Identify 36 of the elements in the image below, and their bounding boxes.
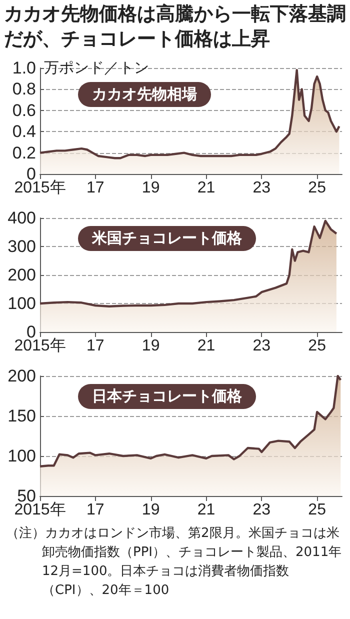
x-tick-label: 25 — [308, 338, 326, 354]
y-tick-label: 100 — [8, 294, 36, 313]
x-tick-label: 17 — [86, 180, 104, 196]
y-tick-label: 400 — [8, 208, 36, 228]
y-tick-label: 100 — [8, 446, 36, 466]
y-axis-title: 万ポンド／トン — [44, 60, 149, 76]
y-tick-label: 0.8 — [12, 80, 36, 99]
y-tick-label: 300 — [8, 237, 36, 256]
y-tick-label: 200 — [8, 266, 36, 284]
y-tick-label: 0.4 — [12, 122, 36, 142]
text: カカオ先物相場 — [92, 86, 197, 103]
x-tick-label: 25 — [308, 180, 326, 196]
x-tick-label: 21 — [197, 180, 216, 196]
y-tick-label: 1.0 — [12, 58, 36, 78]
text: 日本チョコレート価格 — [92, 388, 243, 405]
x-tick-label: 19 — [142, 338, 160, 354]
x-tick-label: 25 — [308, 502, 326, 518]
x-tick-label: 2015年 — [14, 338, 66, 354]
text: （注）カカオはロンドン市場、第2限月。米国チョコは米卸売物価指数（PPI）、チョコレート製品、2011年12月=100。日本チョコは消費者物価指数（CPI）、20年＝100 — [6, 525, 343, 600]
x-tick-label: 17 — [86, 338, 104, 354]
chart-title: カカオ先物価格は高騰から一転下落基調だが、チョコレート価格は上昇 — [4, 2, 346, 52]
y-tick-label: 150 — [8, 406, 36, 426]
x-tick-label: 2015年 — [14, 502, 66, 518]
x-tick-label: 23 — [252, 180, 271, 196]
x-tick-label: 2015年 — [14, 180, 66, 196]
x-tick-label: 19 — [142, 502, 160, 518]
y-tick-label: 0.2 — [12, 143, 36, 162]
x-tick-label: 23 — [252, 502, 271, 518]
y-tick-label: 0.6 — [12, 100, 36, 120]
x-tick-label: 21 — [197, 502, 216, 518]
x-tick-label: 23 — [252, 338, 271, 354]
y-tick-label: 200 — [8, 366, 36, 386]
x-tick-label: 17 — [86, 502, 104, 518]
text: 米国チョコレート価格 — [91, 230, 243, 247]
x-tick-label: 19 — [142, 180, 160, 196]
x-tick-label: 21 — [197, 338, 216, 354]
